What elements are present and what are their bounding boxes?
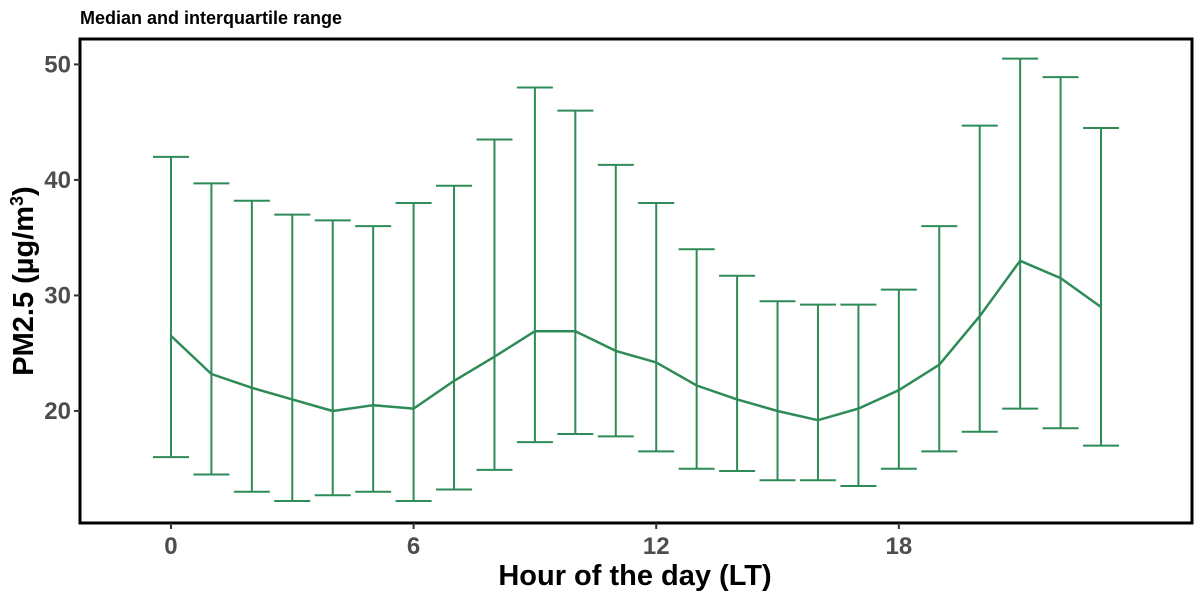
errorbar-hour-6 — [395, 202, 432, 503]
errorbars-group — [152, 57, 1120, 503]
errorbar-hour-2 — [233, 199, 270, 493]
errorbar-hour-23 — [1083, 126, 1120, 447]
errorbar-hour-9 — [516, 86, 553, 444]
errorbar-hour-3 — [274, 213, 311, 503]
x-tick-label: 12 — [643, 533, 670, 560]
chart-title: Median and interquartile range — [80, 8, 342, 28]
errorbar-hour-21 — [1002, 57, 1039, 410]
errorbar-hour-13 — [678, 248, 715, 470]
y-tick-label: 20 — [44, 398, 71, 425]
y-axis: 20 30 40 50 — [44, 51, 80, 425]
y-tick-label: 30 — [44, 282, 71, 309]
errorbar-hour-8 — [476, 138, 513, 471]
errorbar-hour-15 — [759, 300, 796, 482]
errorbar-hour-4 — [314, 219, 351, 497]
errorbar-hour-5 — [355, 225, 392, 493]
errorbar-hour-17 — [840, 303, 877, 488]
plot-panel — [78, 37, 1194, 525]
errorbar-hour-11 — [597, 163, 634, 438]
errorbar-hour-18 — [880, 288, 917, 470]
errorbar-hour-1 — [193, 182, 230, 476]
y-tick-label: 50 — [44, 51, 71, 78]
y-axis-title: PM2.5 (µg/m3) — [7, 186, 40, 375]
y-tick-label: 40 — [44, 167, 71, 194]
x-axis-title: Hour of the day (LT) — [498, 560, 771, 592]
y-axis-title-end: ) — [8, 186, 40, 196]
errorbar-hour-0 — [152, 155, 189, 459]
errorbar-hour-20 — [961, 124, 998, 433]
errorbar-hour-16 — [799, 303, 836, 482]
y-axis-title-superscript: 3 — [7, 196, 27, 206]
y-axis-title-main: PM2.5 (µg/m — [8, 206, 40, 376]
median-line — [170, 259, 1102, 422]
x-tick-label: 0 — [164, 533, 177, 560]
errorbar-hour-14 — [719, 274, 756, 473]
x-tick-label: 18 — [885, 533, 912, 560]
x-tick-label: 6 — [407, 533, 420, 560]
errorbar-hour-10 — [557, 109, 594, 436]
x-axis: 0 6 12 18 — [164, 523, 912, 560]
errorbar-hour-12 — [638, 202, 675, 453]
errorbar-hour-19 — [921, 225, 958, 453]
errorbar-hour-22 — [1042, 76, 1079, 430]
errorbar-hour-7 — [436, 184, 473, 491]
